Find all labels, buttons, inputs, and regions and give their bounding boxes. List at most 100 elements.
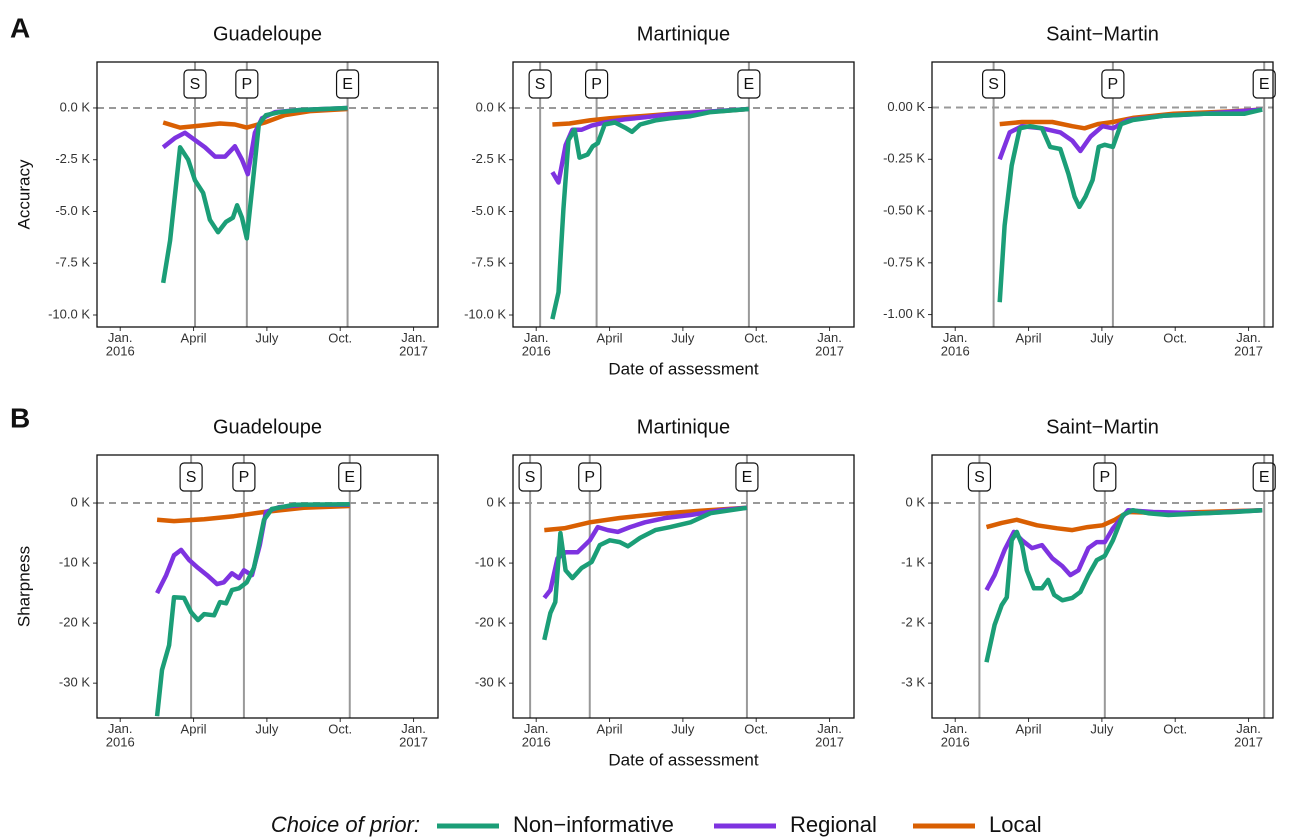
event-box: [232, 462, 256, 492]
legend-title: Choice of prior:: [271, 812, 420, 837]
event-box: [528, 69, 552, 99]
event-box: [967, 462, 992, 492]
x-tick-label: July: [255, 330, 279, 345]
chart-title: Martinique: [637, 416, 730, 438]
event-label: S: [190, 76, 201, 93]
chart-title: Guadeloupe: [213, 23, 322, 45]
y-tick-label: -10.0 K: [464, 306, 506, 321]
x-tick-label: July: [1090, 330, 1114, 345]
legend-label: Local: [989, 812, 1042, 837]
x-tick-label: July: [671, 330, 695, 345]
y-tick-label: 0 K: [486, 494, 506, 509]
x-tick-label: Jan. 2016: [106, 330, 135, 359]
panel-label: B: [10, 402, 30, 433]
panel: Guadeloupe Sharpness 0 K -10 K -20 K -30 K Jan…: [14, 416, 439, 750]
y-tick-label: -10.0 K: [48, 306, 90, 321]
series-line: [162, 106, 348, 130]
plot-frame: [512, 61, 855, 328]
y-tick-label: -2.5 K: [471, 151, 506, 166]
series-line: [154, 501, 350, 717]
x-tick-label: Oct.: [328, 330, 352, 345]
series-line: [156, 503, 350, 524]
x-tick-label: Jan. 2016: [522, 721, 551, 750]
y-tick-label: -5.0 K: [55, 203, 90, 218]
series-line: [550, 106, 750, 320]
x-tick-label: July: [671, 721, 695, 736]
panel-label: A: [10, 12, 30, 43]
event-label: P: [1099, 469, 1110, 486]
y-tick-label: -20 K: [475, 615, 506, 630]
y-tick-label: -3 K: [901, 675, 925, 690]
event-box: [737, 69, 761, 99]
event-label: E: [1259, 76, 1270, 93]
x-tick-label: April: [597, 721, 623, 736]
y-axis-label: Sharpness: [14, 546, 33, 627]
y-tick-label: -0.25 K: [883, 151, 925, 166]
event-label: P: [242, 76, 253, 93]
series-line: [984, 507, 1263, 663]
y-tick-label: 0 K: [905, 494, 925, 509]
x-tick-label: April: [597, 330, 623, 345]
plot-frame: [96, 61, 439, 328]
x-tick-label: Jan. 2016: [941, 721, 970, 750]
plot-frame: [512, 454, 855, 719]
series-line: [544, 505, 748, 533]
x-tick-label: Jan. 2016: [522, 330, 551, 359]
series-line: [155, 502, 350, 595]
x-tick-label: April: [181, 721, 207, 736]
y-tick-label: 0.0 K: [476, 99, 507, 114]
panel: Martinique Date of assessment 0 K -10 K -20 …: [475, 416, 855, 769]
x-tick-label: Jan. 2016: [941, 330, 970, 359]
panel: Saint−Martin 0 K -1 K -2 K -3 K Jan. 2016 April…: [901, 416, 1276, 750]
y-tick-label: 0.0 K: [60, 99, 91, 114]
x-tick-label: April: [1016, 330, 1042, 345]
x-tick-label: July: [255, 721, 279, 736]
panel: Guadeloupe Accuracy 0.0 K -2.5 K -5.0 K -7.5 …: [14, 23, 439, 359]
y-tick-label: -5.0 K: [471, 203, 506, 218]
x-tick-label: Jan. 2017: [399, 330, 428, 359]
x-tick-label: Jan. 2017: [815, 330, 844, 359]
event-box: [1252, 69, 1276, 99]
chart-title: Saint−Martin: [1046, 23, 1159, 45]
event-box: [335, 69, 360, 99]
event-box: [584, 69, 609, 99]
x-axis-label: Date of assessment: [608, 750, 759, 769]
y-tick-label: -2.5 K: [55, 151, 90, 166]
y-tick-label: -0.50 K: [883, 203, 925, 218]
y-tick-label: -2 K: [901, 615, 925, 630]
y-tick-label: -7.5 K: [55, 255, 90, 270]
event-label: P: [591, 76, 602, 93]
y-tick-label: -1.00 K: [883, 306, 925, 321]
y-tick-label: -10 K: [59, 555, 90, 570]
x-tick-label: Jan. 2017: [815, 721, 844, 750]
event-label: E: [344, 469, 355, 486]
event-label: S: [525, 469, 536, 486]
chart-title: Martinique: [637, 23, 730, 45]
series-line: [997, 107, 1263, 303]
event-label: P: [1108, 76, 1119, 93]
panel: Martinique Date of assessment 0.0 K -2.5 K -…: [464, 23, 855, 378]
event-box: [183, 69, 207, 99]
event-label: S: [974, 469, 985, 486]
event-label: P: [239, 469, 250, 486]
legend-label: Regional: [790, 812, 877, 837]
plot-frame: [931, 61, 1274, 328]
event-box: [578, 462, 602, 492]
event-label: P: [584, 469, 595, 486]
event-box: [981, 69, 1006, 99]
event-box: [1252, 462, 1276, 492]
chart-title: Guadeloupe: [213, 416, 322, 438]
x-tick-label: Oct.: [1163, 721, 1187, 736]
y-tick-label: 0 K: [70, 494, 90, 509]
x-tick-label: April: [181, 330, 207, 345]
y-tick-label: -30 K: [59, 675, 90, 690]
event-box: [1101, 69, 1125, 99]
x-tick-label: Jan. 2017: [399, 721, 428, 750]
event-box: [1093, 462, 1117, 492]
x-tick-label: April: [1016, 721, 1042, 736]
panel: Saint−Martin 0.00 K -0.25 K -0.50 K -0.75 K -…: [883, 23, 1276, 359]
x-tick-label: Oct.: [328, 721, 352, 736]
y-tick-label: -7.5 K: [471, 255, 506, 270]
event-box: [179, 462, 203, 492]
